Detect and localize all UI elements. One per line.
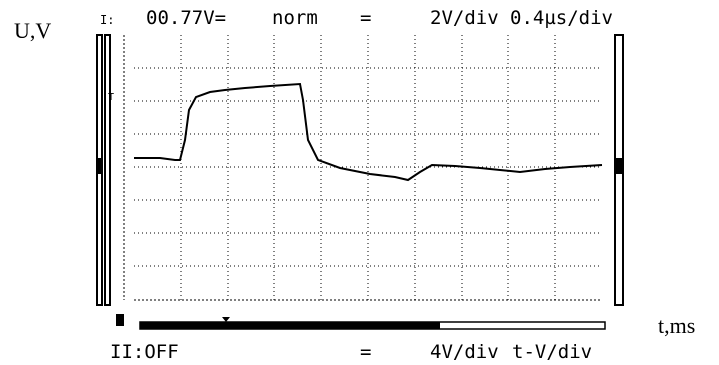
x-axis-label: t,ms xyxy=(658,313,695,338)
time-per-div: 0.4µs/div xyxy=(510,7,613,29)
coupling: = xyxy=(360,7,371,29)
level-marker xyxy=(616,158,622,174)
memory-bar-fill xyxy=(140,322,440,329)
grid xyxy=(124,35,602,300)
y-axis-label: U,V xyxy=(14,18,51,43)
level-marker xyxy=(98,158,102,174)
scope-screen: U,V t,ms I: 00.77V= norm = 2V/div 0.4µs/… xyxy=(0,0,719,365)
trigger-marker: T xyxy=(108,92,114,103)
left-bar xyxy=(105,35,110,305)
trigger-mode: norm xyxy=(272,7,318,29)
channel2-coupling: = xyxy=(360,341,371,363)
channel2-volts-per-div: 4V/div xyxy=(430,341,499,363)
display-mode: t-V/div xyxy=(512,341,592,363)
channel-label: I: xyxy=(100,13,114,27)
volts-per-div: 2V/div xyxy=(430,7,499,29)
reading: 00.77V= xyxy=(146,7,226,29)
battery-icon xyxy=(116,314,124,326)
channel2-status: II:OFF xyxy=(110,341,179,363)
